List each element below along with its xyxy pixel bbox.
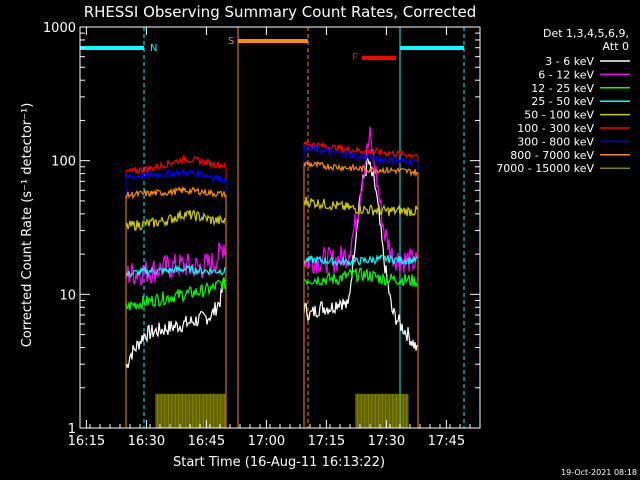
x-axis-label: Start Time (16-Aug-11 16:13:22) [173,455,385,470]
series-line [303,254,418,267]
legend-label: 100 - 300 keV [517,122,594,135]
annotation-label-s: S [228,36,234,47]
series-line [303,144,418,167]
legend-label: 6 - 12 keV [538,68,594,81]
x-tick-label: 17:45 [428,434,465,449]
annotation-label-f: F [352,52,358,63]
annotation-label-n: N [150,43,157,54]
series-line [303,196,418,217]
series-line [303,140,418,159]
x-tick-label: 16:45 [188,434,225,449]
x-tick-label: 16:30 [128,434,165,449]
series-line [125,242,226,287]
series-line [303,267,418,287]
legend-label: 25 - 50 keV [531,95,594,108]
series-layer [125,126,419,428]
series-line [303,161,418,178]
y-tick-label: 1 [68,422,76,437]
legend-label: 300 - 800 keV [517,135,594,148]
series-line [125,209,226,231]
legend-label: 800 - 7000 keV [510,149,594,162]
axes: 16:15 16:30 16:45 17:00 17:15 17:30 17:45 1 10 10… [43,21,481,449]
y-axis-label: Corrected Count Rate (s⁻¹ detector⁻¹) [20,103,35,348]
x-tick-label: 17:00 [248,434,285,449]
y-tick-label: 1000 [43,21,76,36]
series-line [125,264,226,278]
x-tick-label: 17:30 [368,434,405,449]
series-line [125,167,226,184]
series-line [125,154,226,175]
series-line [125,279,226,369]
y-tick-label: 100 [51,155,76,170]
legend-label: 3 - 6 keV [545,55,594,68]
series-line [303,126,418,274]
legend-header: Det 1,3,4,5,6,9, [543,27,629,40]
timestamp: 19-Oct-2021 08:18 [561,468,637,477]
x-tick-label: 16:15 [68,434,105,449]
legend-header: Att 0 [603,40,629,53]
x-tick-label: 17:15 [308,434,345,449]
series-line [125,276,226,311]
legend-label: 50 - 100 keV [524,109,594,122]
legend-label: 7000 - 15000 keV [496,162,594,175]
series-line [125,185,226,200]
legend-label: 12 - 25 keV [531,82,594,95]
chart-title: RHESSI Observing Summary Count Rates, Co… [84,3,477,21]
y-tick-label: 10 [59,288,76,303]
